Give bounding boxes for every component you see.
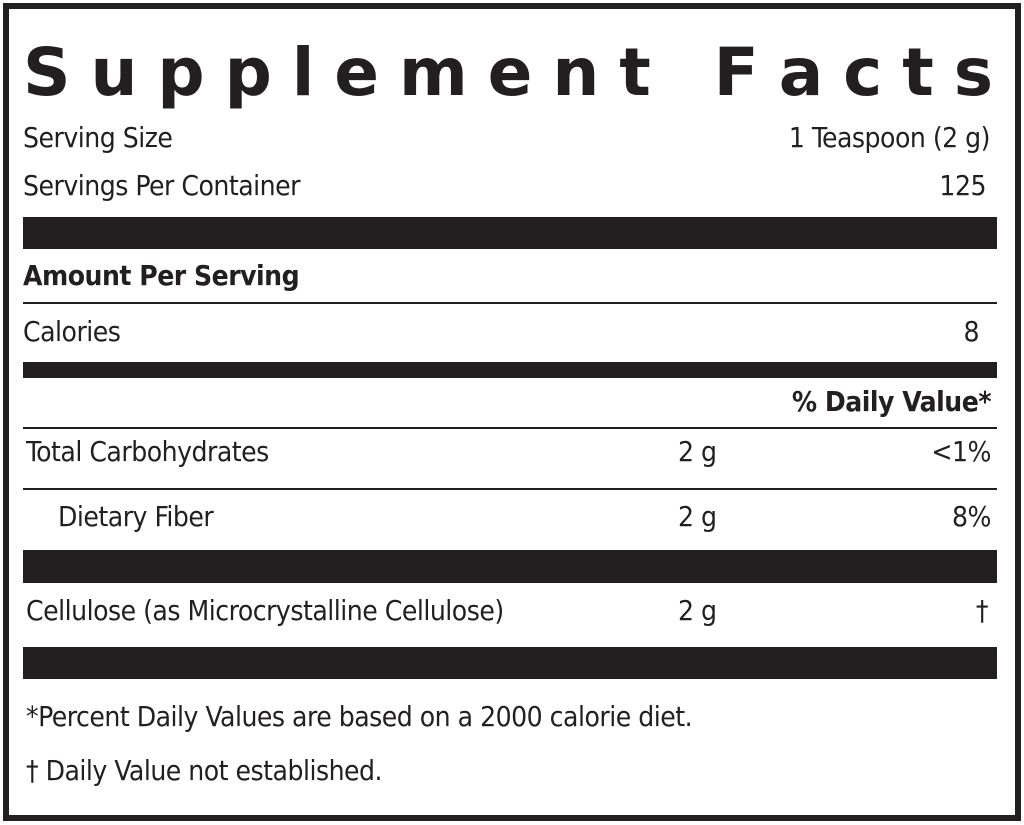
ingredient-amount: 2 g: [678, 594, 717, 627]
title-letter: t: [902, 34, 934, 111]
ingredient-label: Cellulose (as Microcrystalline Cellulose…: [26, 594, 504, 627]
servings-per-container-value: 125: [939, 169, 986, 202]
label-border: [3, 3, 1021, 821]
divider: [23, 488, 997, 490]
nutrient-amount: 2 g: [678, 435, 717, 468]
calories-label: Calories: [23, 315, 121, 348]
serving-size-label: Serving Size: [23, 121, 173, 154]
thick-divider: [23, 550, 997, 583]
title-letter: c: [843, 34, 883, 111]
footnote-not-established: † Daily Value not established.: [26, 754, 383, 787]
title-letter: t: [619, 34, 651, 111]
calories-value: 8: [963, 315, 979, 348]
title-letter: e: [334, 34, 380, 111]
divider: [23, 427, 997, 429]
nutrient-dv: 8%: [952, 500, 991, 533]
title-letter: a: [778, 34, 824, 111]
daily-value-header: % Daily Value*: [791, 385, 992, 418]
title-letter: l: [291, 34, 315, 111]
amount-per-serving-heading: Amount Per Serving: [23, 259, 300, 292]
title-letter: p: [224, 34, 272, 111]
title-letter: n: [552, 34, 600, 111]
nutrient-label: Total Carbohydrates: [26, 435, 269, 468]
title-letter: p: [157, 34, 205, 111]
nutrient-amount: 2 g: [678, 500, 717, 533]
title-letter: F: [713, 34, 759, 111]
thick-divider: [23, 217, 997, 249]
thick-divider: [23, 647, 997, 679]
serving-size-value: 1 Teaspoon (2 g): [788, 121, 991, 154]
servings-per-container-label: Servings Per Container: [23, 169, 300, 202]
title-letter: u: [90, 34, 138, 111]
title-letter: e: [487, 34, 533, 111]
footnote-daily-value: *Percent Daily Values are based on a 200…: [26, 700, 693, 733]
divider: [23, 302, 997, 304]
title-letter: s: [953, 34, 993, 111]
nutrient-dv: <1%: [931, 435, 991, 468]
title-letter: [671, 40, 694, 106]
title-letter: S: [23, 34, 71, 111]
medium-divider: [23, 362, 997, 378]
ingredient-dv: †: [975, 594, 989, 627]
nutrient-label: Dietary Fiber: [58, 500, 214, 533]
title-letter: m: [398, 34, 468, 111]
